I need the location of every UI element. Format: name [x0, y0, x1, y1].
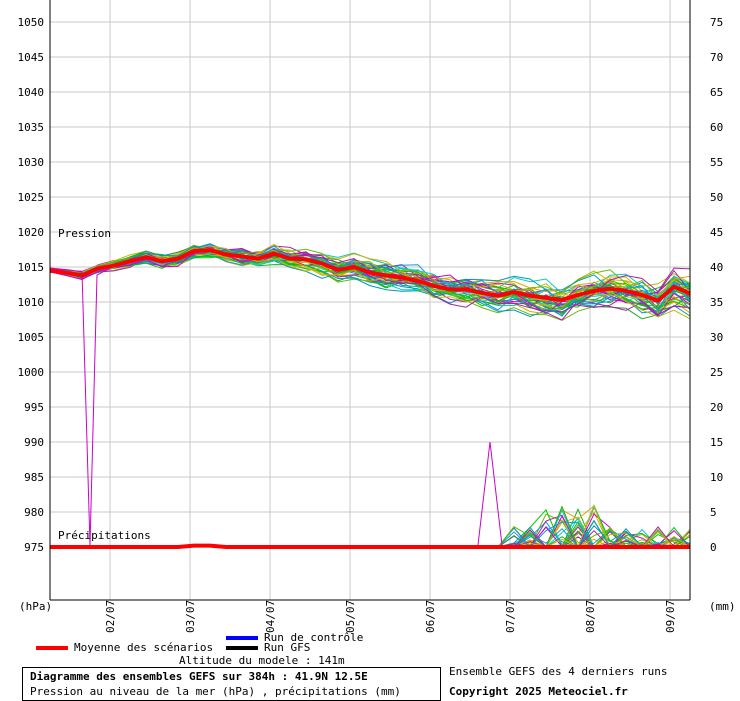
left-tick-label: 1000: [18, 366, 45, 379]
right-tick-label: 30: [710, 331, 723, 344]
right-tick-label: 25: [710, 366, 723, 379]
legend-control-swatch: [226, 636, 258, 640]
right-tick-label: 20: [710, 401, 723, 414]
legend-mean: Moyenne des scénarios: [36, 641, 213, 654]
chart-axes: 975 0 980 5 985 10 990 15 995 20 1000 25 1005 30 1010 3…: [18, 0, 723, 633]
right-tick-label: 35: [710, 296, 723, 309]
left-axis-unit: (hPa): [19, 600, 52, 613]
right-tick-label: 55: [710, 156, 723, 169]
x-tick-label: 03/07: [184, 600, 197, 633]
left-tick-label: 990: [24, 436, 44, 449]
ensemble-precip-spike: [477, 441, 503, 546]
right-tick-label: 70: [710, 51, 723, 64]
x-tick-label: 05/07: [344, 600, 357, 633]
legend-gfs-label: Run GFS: [264, 641, 311, 654]
left-tick-label: 1015: [18, 261, 45, 274]
right-tick-label: 65: [710, 86, 723, 99]
left-tick-label: 1010: [18, 296, 45, 309]
altitude-text: Altitude du modele : 141m: [179, 654, 345, 667]
x-tick-label: 02/07: [104, 600, 117, 633]
left-tick-label: 1005: [18, 331, 45, 344]
right-tick-label: 0: [710, 541, 717, 554]
left-tick-label: 980: [24, 506, 44, 519]
copyright-text: Copyright 2025 Meteociel.fr: [449, 685, 628, 698]
left-tick-label: 1045: [18, 51, 45, 64]
right-tick-label: 10: [710, 471, 723, 484]
left-tick-label: 1030: [18, 156, 45, 169]
right-tick-label: 45: [710, 226, 723, 239]
x-tick-label: 08/07: [584, 600, 597, 633]
footer-title: Diagramme des ensembles GEFS sur 384h : …: [30, 670, 368, 683]
right-tick-label: 15: [710, 436, 723, 449]
legend-gfs: Run GFS: [226, 641, 310, 654]
left-tick-label: 1025: [18, 191, 45, 204]
left-tick-label: 985: [24, 471, 44, 484]
mean-precip-line: [50, 543, 690, 549]
left-tick-label: 995: [24, 401, 44, 414]
x-tick-label: 07/07: [504, 600, 517, 633]
mean-series: [49, 248, 691, 549]
footer-subtitle: Pression au niveau de la mer (hPa) , pré…: [30, 685, 401, 698]
right-tick-label: 5: [710, 506, 717, 519]
x-tick-label: 04/07: [264, 600, 277, 633]
right-tick-label: 60: [710, 121, 723, 134]
left-tick-label: 1020: [18, 226, 45, 239]
right-tick-label: 50: [710, 191, 723, 204]
right-tick-label: 40: [710, 261, 723, 274]
left-tick-label: 1050: [18, 16, 45, 29]
precip-label: Précipitations: [58, 529, 151, 542]
right-tick-label: 75: [710, 16, 723, 29]
legend-control: Run de contrôle: [226, 631, 363, 644]
left-tick-label: 1035: [18, 121, 45, 134]
pressure-label: Pression: [58, 227, 111, 240]
left-tick-label: 1040: [18, 86, 45, 99]
left-tick-label: 975: [24, 541, 44, 554]
x-tick-label: 09/07: [664, 600, 677, 633]
ensemble-outlier-line: [49, 267, 111, 546]
x-tick-label: 06/07: [424, 600, 437, 633]
legend-gfs-swatch: [226, 646, 258, 650]
runs-note: Ensemble GEFS des 4 derniers runs: [449, 665, 668, 678]
ensemble-pressure-line: [49, 245, 691, 313]
mean-pressure-line: [49, 248, 691, 303]
ensemble-pressure-line: [49, 249, 691, 308]
legend-mean-swatch: [36, 646, 68, 650]
footer-info-box: Diagramme des ensembles GEFS sur 384h : …: [22, 667, 441, 701]
legend-control-label: Run de contrôle: [264, 631, 364, 644]
legend-mean-label: Moyenne des scénarios: [74, 641, 214, 654]
right-axis-unit: (mm): [709, 600, 736, 613]
